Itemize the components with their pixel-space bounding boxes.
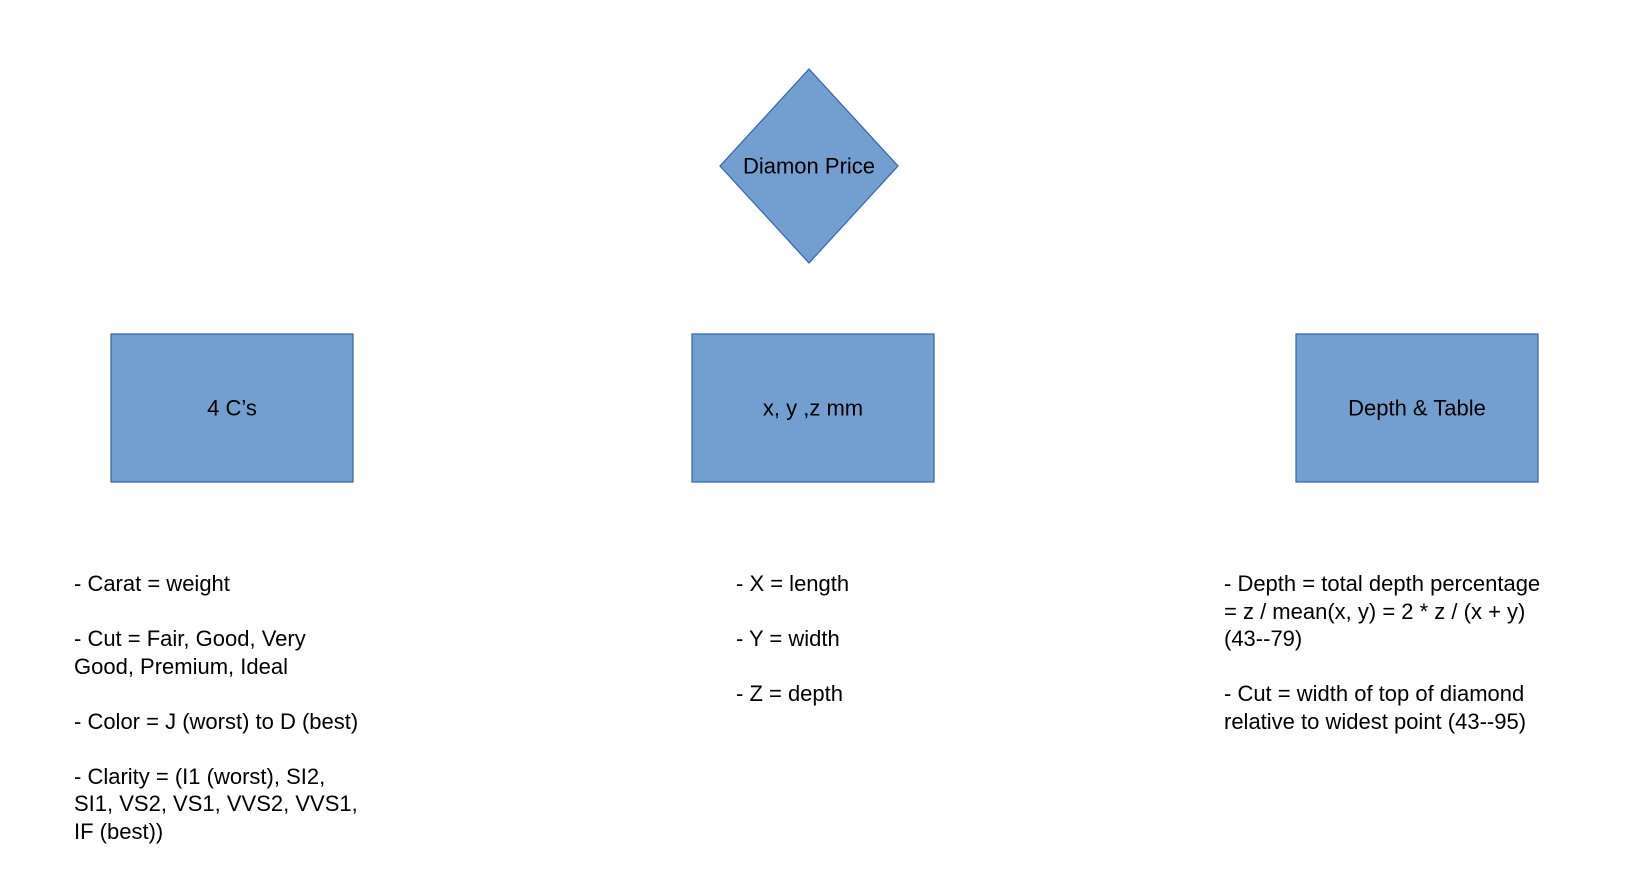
note-z: - Z = depth <box>736 680 849 708</box>
note-line: - Y = width <box>736 626 840 651</box>
note-line: IF (best)) <box>74 818 164 844</box>
note-carat: - Carat = weight <box>74 570 358 598</box>
note-line: - Cut = Fair, Good, Very <box>74 626 306 651</box>
category-box-4cs[interactable] <box>110 333 354 483</box>
notes-depth-table: - Depth = total depth percentage = z / m… <box>1224 570 1540 735</box>
root-label: Diamon Price <box>743 154 875 179</box>
category-box-depth-table[interactable] <box>1295 333 1539 483</box>
root-diamond-shape[interactable] <box>719 68 899 264</box>
notes-4cs: - Carat = weight - Cut = Fair, Good, Ver… <box>74 570 358 845</box>
note-line: = z / mean(x, y) = 2 * z / (x + y) <box>1224 598 1526 624</box>
category-label-depth-table: Depth & Table <box>1348 396 1486 421</box>
note-depth: - Depth = total depth percentage = z / m… <box>1224 570 1540 653</box>
note-line: SI1, VS2, VS1, VVS2, VVS1, <box>74 791 358 816</box>
note-line: Good, Premium, Ideal <box>74 653 288 679</box>
note-color: - Color = J (worst) to D (best) <box>74 708 358 736</box>
note-line: - Z = depth <box>736 681 844 706</box>
note-clarity: - Clarity = (I1 (worst), SI2, SI1, VS2, … <box>74 763 358 846</box>
note-line: - Cut = width of top of diamond <box>1224 681 1525 706</box>
category-label-4cs: 4 C’s <box>207 396 257 421</box>
note-y: - Y = width <box>736 625 849 653</box>
category-label-dimensions: x, y ,z mm <box>763 396 863 421</box>
notes-dimensions: - X = length - Y = width - Z = depth <box>736 570 849 708</box>
category-box-dimensions[interactable] <box>691 333 935 483</box>
note-line: - Depth = total depth percentage <box>1224 571 1541 596</box>
note-line: (43--79) <box>1224 626 1303 651</box>
note-line: relative to widest point (43--95) <box>1224 708 1527 734</box>
note-line: - Clarity = (I1 (worst), SI2, <box>74 763 326 789</box>
note-x: - X = length <box>736 570 849 598</box>
note-line: - Carat = weight <box>74 571 230 596</box>
note-cut: - Cut = Fair, Good, Very Good, Premium, … <box>74 625 358 680</box>
note-table-cut: - Cut = width of top of diamond relative… <box>1224 680 1540 735</box>
note-line: - X = length <box>736 571 850 596</box>
note-line: - Color = J (worst) to D (best) <box>74 708 359 734</box>
